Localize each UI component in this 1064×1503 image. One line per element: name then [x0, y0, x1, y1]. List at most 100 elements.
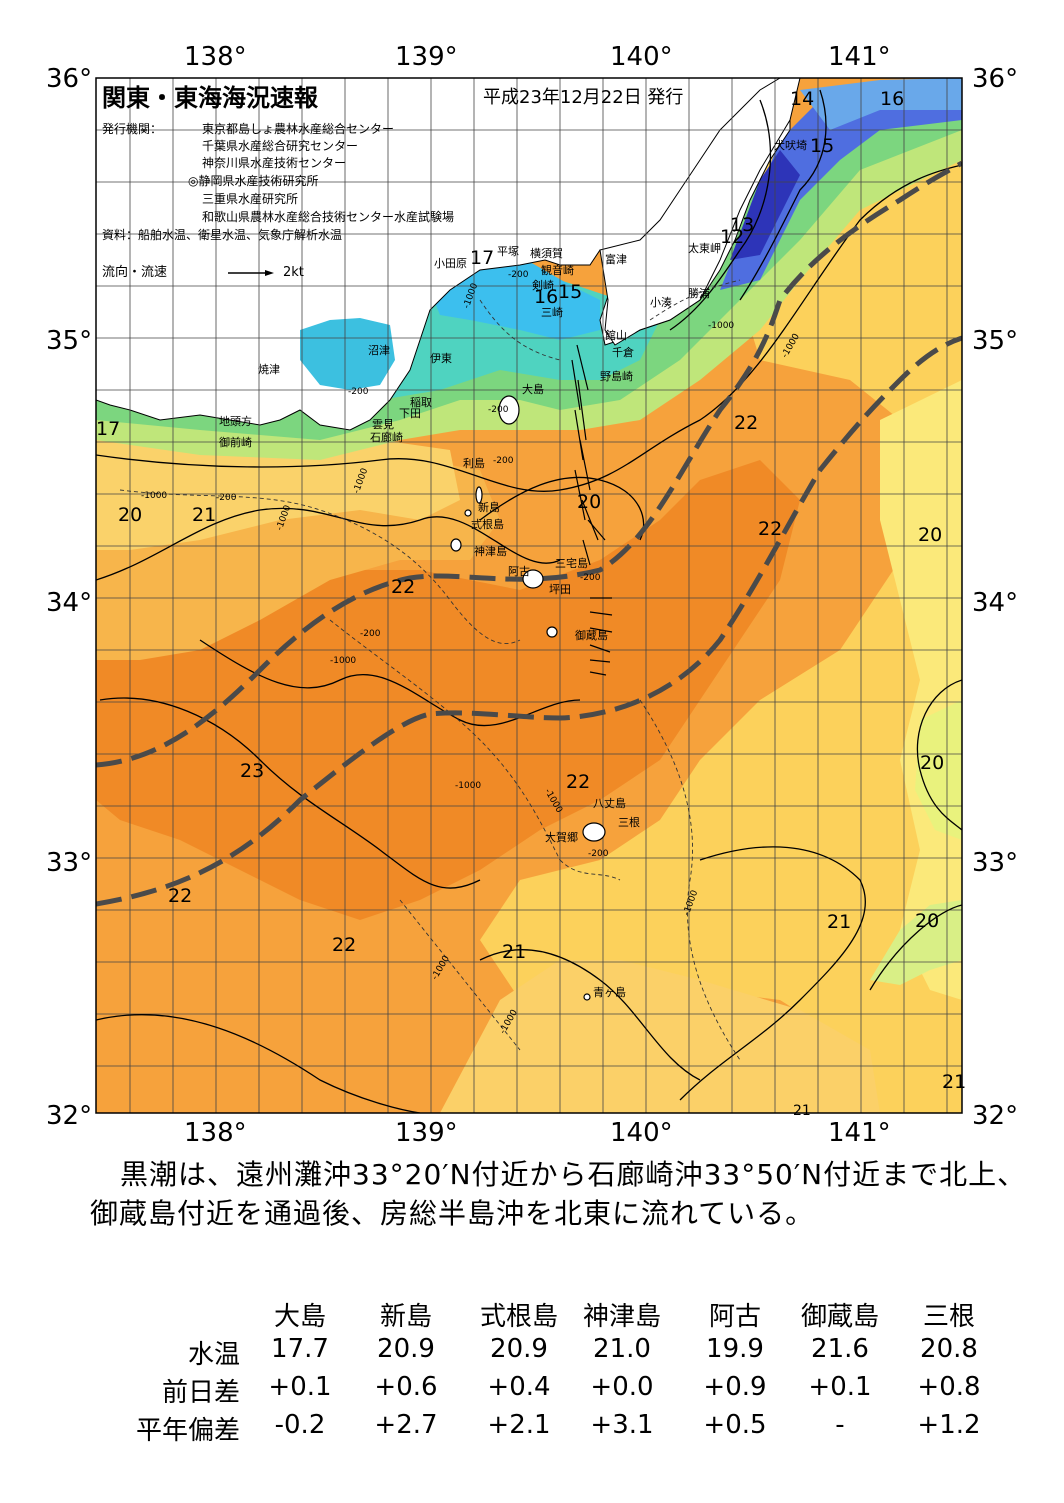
place-tsubota: 坪田	[549, 583, 571, 596]
table-cell: 21.6	[811, 1334, 869, 1364]
place-ako: 阿古	[508, 565, 530, 578]
lon-label-140-bottom: 140°	[610, 1118, 673, 1148]
issuer-label: 発行機関：	[102, 122, 163, 136]
depth-label-6: -200	[493, 456, 514, 466]
table-cell: +0.1	[808, 1372, 872, 1402]
isotherm-label-23: 23	[240, 760, 265, 782]
isotherm-label-22-hachijo: 22	[566, 771, 591, 793]
lon-label-141-top: 141°	[828, 42, 891, 72]
isotherm-label-20-se: 20	[915, 910, 940, 932]
sea-zone-yellow-west	[96, 430, 460, 550]
table-cell: +0.0	[590, 1372, 654, 1402]
place-oshima: 大島	[522, 383, 544, 396]
place-nojimazaki: 野島崎	[600, 370, 633, 383]
place-jitogata: 地頭方	[219, 415, 252, 428]
sea-zone-light-green	[915, 700, 962, 840]
lon-label-141-bottom: 141°	[828, 1118, 891, 1148]
row-label-water-temp: 水温	[187, 1340, 240, 1370]
isotherm-label-16-ne: 16	[880, 88, 905, 110]
table-cell: 20.9	[490, 1334, 548, 1364]
row-label-normal-anomaly: 平年偏差	[135, 1416, 240, 1446]
place-okago: 大賀郷	[545, 831, 578, 844]
isotherm-label-20-west: 20	[118, 504, 143, 526]
place-omaezaki: 御前崎	[219, 436, 252, 449]
depth-label-9: -200	[216, 493, 237, 503]
issuer-4: ◎静岡県水産技術研究所	[188, 174, 319, 188]
place-niijima: 新島	[478, 501, 500, 514]
legend-arrowhead	[265, 270, 274, 276]
sea-zone-lightblue-east	[800, 78, 962, 130]
issuer-3: 神奈川県水産技術センター	[202, 156, 347, 170]
table-cell: 17.7	[271, 1334, 329, 1364]
table-cell: 20.9	[377, 1334, 435, 1364]
lon-label-139-top: 139°	[395, 42, 458, 72]
isotherm-label-21-corner: 21	[942, 1071, 967, 1093]
lat-label-35-right: 35°	[972, 326, 1019, 356]
place-shimoda: 下田	[399, 407, 421, 420]
isotherm-label-20-far-east: 20	[920, 752, 945, 774]
issue-date: 平成23年12月22日 発行	[483, 87, 684, 108]
place-tateyama: 館山	[605, 329, 627, 342]
depth-label-14: -200	[588, 849, 609, 859]
isotherm-label-16-bay: 16	[534, 286, 559, 308]
lon-label-138-bottom: 138°	[184, 1118, 247, 1148]
lat-label-32-left: 32°	[46, 1101, 93, 1131]
table-cell: +2.1	[487, 1410, 551, 1440]
issuer-2: 千葉県水産総合研究センター	[202, 139, 359, 153]
row-label-day-diff: 前日差	[161, 1378, 240, 1408]
place-odawara: 小田原	[434, 257, 467, 270]
place-misaki: 三崎	[541, 306, 563, 319]
summary-line-1: 黒潮は、遠州灘沖33°20′N付近から石廊崎沖33°50′N付近まで北上、	[120, 1158, 1027, 1191]
place-chikura: 千倉	[612, 346, 634, 359]
table-cell: -	[835, 1410, 845, 1440]
depth-label-12: -1000	[455, 781, 482, 791]
place-ito: 伊東	[430, 352, 452, 365]
place-numazu: 沼津	[368, 344, 390, 357]
lat-label-33-right: 33°	[972, 848, 1019, 878]
isotherm-label-13: 13	[730, 214, 755, 236]
place-kozushima: 神津島	[474, 545, 507, 558]
col-header-niijima: 新島	[379, 1302, 432, 1332]
place-yaizu: 焼津	[258, 363, 280, 376]
place-aogashima: 青ヶ島	[593, 986, 626, 999]
map-title: 関東・東海海況速報	[102, 84, 318, 112]
sea-zone-navy-east	[730, 150, 800, 260]
isotherm-label-22-center: 22	[391, 576, 416, 598]
issuer-5: 三重県水産研究所	[202, 192, 299, 206]
isotherm-label-22-s: 22	[332, 934, 357, 956]
legend-label: 流向・流速	[102, 265, 168, 280]
place-shikinejima: 式根島	[471, 518, 504, 531]
depth-label-3: -200	[348, 387, 369, 397]
place-toshima: 利島	[463, 457, 485, 470]
place-inatori: 稲取	[410, 396, 432, 409]
isotherm-label-20-east: 20	[918, 524, 943, 546]
isotherm-label-17-odawara: 17	[470, 247, 495, 269]
table-cell: +0.8	[917, 1372, 981, 1402]
table-cell: +0.1	[268, 1372, 332, 1402]
data-source: 資料：船舶水温、衛星水温、気象庁解析水温	[102, 228, 343, 242]
isotherm-label-22-sw: 22	[168, 885, 193, 907]
summary-line-2: 御蔵島付近を通過後、房総半島沖を北東に流れている。	[90, 1197, 815, 1230]
place-taitomisaki: 太東岬	[688, 242, 721, 255]
place-kumomi: 雲見	[372, 418, 394, 431]
lon-label-138-top: 138°	[184, 42, 247, 72]
sea-zone-blue-east	[720, 80, 962, 290]
sea-zone-yellow-south	[440, 960, 880, 1113]
place-mikurajima: 御蔵島	[575, 629, 608, 642]
table-cell: +0.9	[703, 1372, 767, 1402]
land-honshu	[96, 78, 791, 431]
isotherm-lines	[96, 89, 962, 1113]
table-cell: +3.1	[590, 1410, 654, 1440]
col-header-mikurajima: 御蔵島	[800, 1302, 879, 1332]
depth-contours	[119, 279, 741, 1061]
kuroshio-north-edge	[96, 160, 962, 768]
lat-label-35-left: 35°	[46, 326, 93, 356]
place-hiratsuka: 平塚	[497, 245, 519, 258]
sea-zone-light-green-se	[870, 900, 962, 985]
lon-label-139-bottom: 139°	[395, 1118, 458, 1148]
table-cell: 19.9	[706, 1334, 764, 1364]
issuer-1: 東京都島しょ農林水産総合センター	[202, 122, 395, 136]
depth-label-11: -200	[360, 629, 381, 639]
isotherm-label-21-west: 21	[192, 504, 217, 526]
